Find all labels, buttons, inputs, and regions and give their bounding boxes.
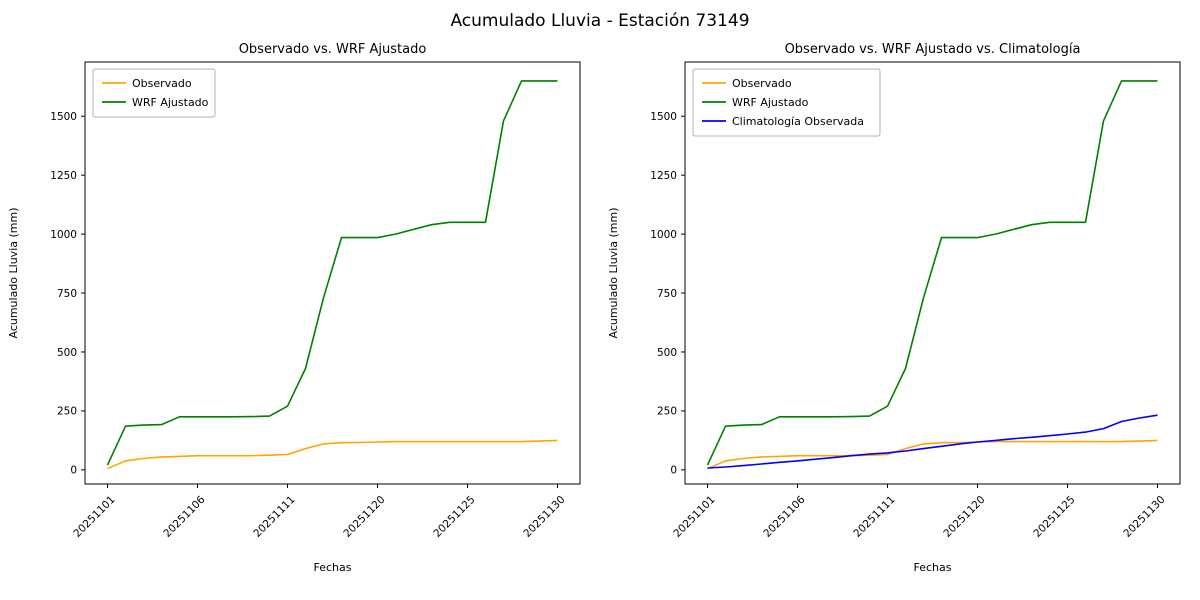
- legend-label: Observado: [732, 77, 792, 90]
- legend-label: Climatología Observada: [732, 115, 864, 128]
- left-plot: 0 250 500 750 1000 1250 1500 20251101 20251106 20…: [7, 42, 581, 574]
- series-line-wrf-ajustado: [706, 80, 1158, 466]
- right-plot: 0 250 500 750 1000 1250 1500 20251101 20251106 20…: [607, 42, 1181, 574]
- charts-row: 0 250 500 750 1000 1250 1500 20251101 20251106 20…: [0, 34, 1200, 594]
- y-axis-label: Acumulado Lluvia (mm): [7, 207, 20, 338]
- x-tick-label: 20251130: [521, 494, 567, 540]
- x-tick-label: 20251106: [161, 493, 208, 540]
- plot-title: Observado vs. WRF Ajustado vs. Climatolo…: [785, 42, 1081, 57]
- x-tick-label: 20251101: [671, 494, 717, 540]
- legend-label: WRF Ajustado: [732, 96, 809, 109]
- series-line-wrf-ajustado: [106, 80, 558, 466]
- legend-box: [92, 68, 216, 118]
- y-tick-label: 1250: [650, 170, 677, 182]
- y-axis-label: Acumulado Lluvia (mm): [607, 207, 620, 338]
- y-tick-label: 250: [657, 406, 677, 418]
- x-tick-label: 20251125: [1031, 494, 1077, 540]
- x-tick-label: 20251120: [341, 494, 387, 540]
- y-tick-label: 0: [670, 465, 677, 477]
- y-tick-label: 250: [57, 406, 77, 418]
- x-tick-label: 20251101: [71, 494, 117, 540]
- x-axis-label: Fechas: [314, 561, 352, 574]
- x-tick-label: 20251125: [431, 494, 477, 540]
- y-tick-label: 1000: [50, 229, 77, 241]
- x-tick-label: 20251111: [851, 494, 897, 540]
- plot-title: Observado vs. WRF Ajustado: [239, 42, 427, 57]
- series-line-climatolog-a-observada: [707, 414, 1158, 469]
- series-line-observado: [107, 439, 558, 470]
- legend-label: WRF Ajustado: [132, 96, 209, 109]
- series-line-observado: [707, 439, 1158, 470]
- y-tick-label: 750: [657, 288, 677, 300]
- y-tick-label: 1500: [50, 111, 77, 123]
- y-tick-label: 1500: [650, 111, 677, 123]
- legend-label: Observado: [132, 77, 192, 90]
- y-tick-label: 500: [657, 347, 677, 359]
- x-tick-label: 20251106: [761, 493, 808, 540]
- axes-frame: [84, 61, 581, 485]
- y-tick-label: 1000: [650, 229, 677, 241]
- x-tick-label: 20251130: [1121, 494, 1167, 540]
- x-tick-label: 20251120: [941, 494, 987, 540]
- axes-frame: [684, 61, 1181, 485]
- x-tick-label: 20251111: [251, 494, 297, 540]
- legend-box: [692, 68, 881, 137]
- figure-title: Acumulado Lluvia - Estación 73149: [450, 11, 750, 31]
- y-tick-label: 750: [57, 288, 77, 300]
- y-tick-label: 0: [70, 465, 77, 477]
- y-tick-label: 1250: [50, 170, 77, 182]
- x-axis-label: Fechas: [914, 561, 952, 574]
- y-tick-label: 500: [57, 347, 77, 359]
